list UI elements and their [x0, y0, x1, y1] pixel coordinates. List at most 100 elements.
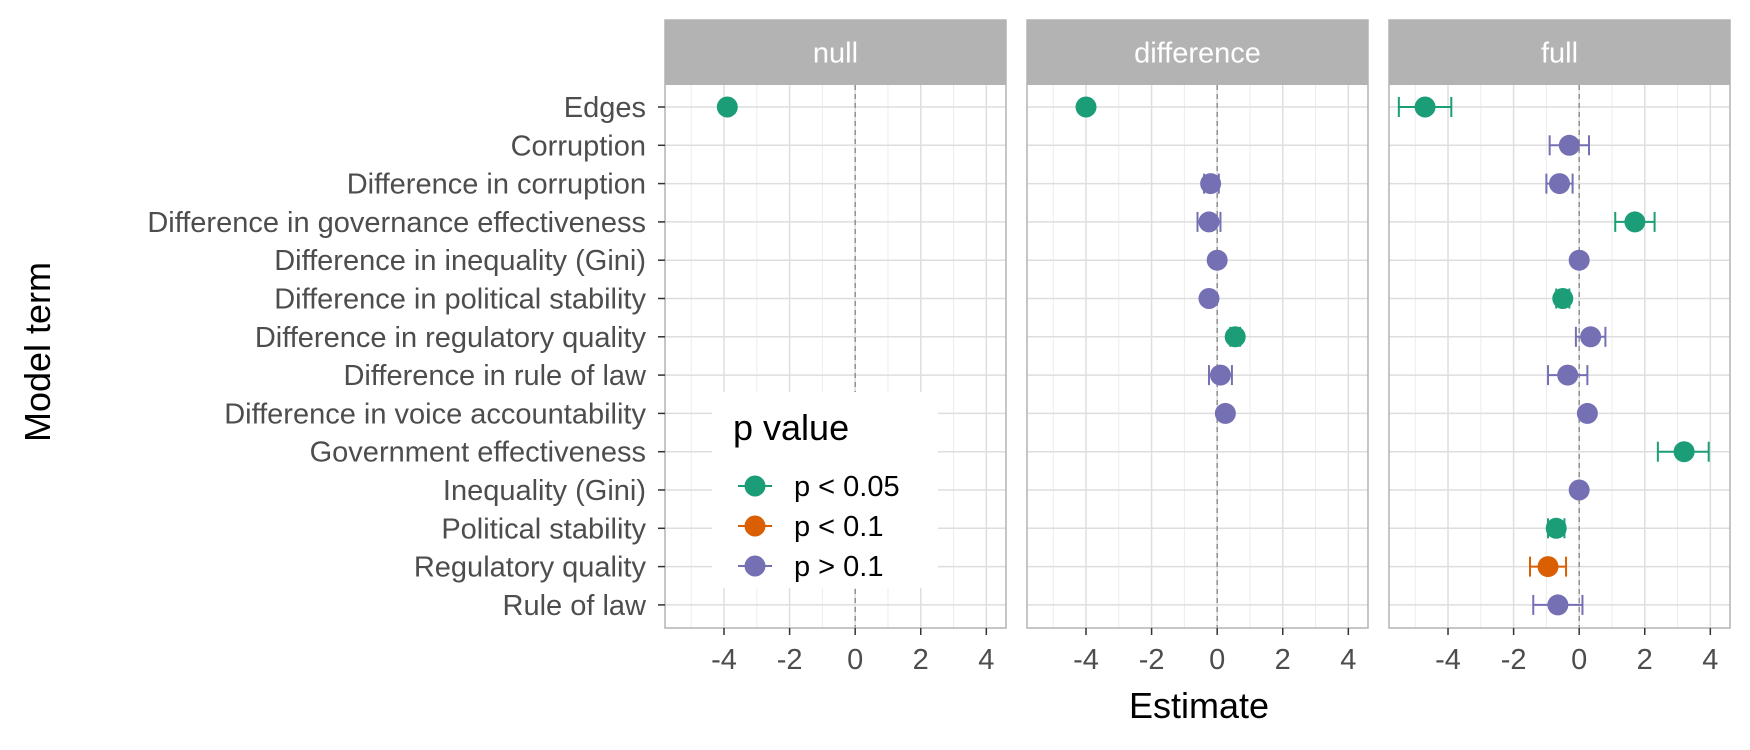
y-axis-title: Model term: [17, 262, 58, 442]
estimate-point: [1673, 441, 1695, 463]
facet-strip-label: difference: [1134, 38, 1261, 70]
y-tick-label: Difference in regulatory quality: [255, 322, 647, 354]
data-point: [1552, 288, 1574, 309]
legend-key-point: [744, 475, 766, 497]
estimate-point: [1214, 402, 1236, 424]
data-point: [1568, 249, 1590, 271]
x-tick-label: 4: [978, 644, 994, 676]
legend-label: p > 0.1: [794, 551, 884, 583]
data-point: [1614, 211, 1656, 233]
legend-item: p > 0.1: [738, 551, 884, 583]
estimate-point: [1224, 326, 1246, 348]
x-tick-label: 2: [1637, 644, 1653, 676]
estimate-point: [1414, 96, 1436, 118]
estimate-point: [716, 96, 738, 118]
x-tick-label: 2: [913, 644, 929, 676]
estimate-point: [1198, 288, 1220, 309]
estimate-point: [1549, 173, 1570, 195]
legend-item: p < 0.1: [738, 511, 884, 543]
y-tick-label: Edges: [564, 92, 646, 124]
x-tick-label: -4: [711, 644, 737, 676]
legend-label: p < 0.05: [794, 471, 900, 503]
x-axis-title: Estimate: [1129, 685, 1269, 726]
facet-strip: [1389, 20, 1730, 85]
legend: p value p < 0.05 p < 0.1 p > 0.1: [712, 392, 938, 588]
legend-title: p value: [733, 407, 849, 448]
legend-item: p < 0.05: [738, 471, 900, 503]
x-tick-label: -2: [1501, 644, 1527, 676]
data-point: [1206, 249, 1228, 271]
data-point: [1075, 96, 1097, 118]
data-point: [1545, 173, 1574, 195]
estimate-point: [1545, 517, 1567, 539]
estimate-point: [1558, 134, 1580, 156]
y-tick-label: Regulatory quality: [414, 552, 647, 584]
data-point: [1207, 364, 1233, 386]
estimate-point: [1552, 288, 1574, 309]
x-tick-label: 0: [847, 644, 863, 676]
panel-background: [1027, 85, 1368, 628]
data-point: [1532, 594, 1584, 616]
estimate-point: [1206, 249, 1228, 271]
y-tick-label: Political stability: [441, 513, 646, 545]
legend-key-point: [744, 515, 766, 537]
data-point: [1196, 211, 1222, 233]
estimate-point: [1209, 364, 1231, 386]
data-point: [1656, 441, 1710, 463]
y-tick-label: Rule of law: [503, 590, 648, 622]
panel-full: full -4 -2 0 2 4: [1388, 19, 1731, 676]
estimate-point: [1624, 211, 1646, 233]
y-tick-label: Difference in inequality (Gini): [274, 245, 646, 277]
estimate-point: [1547, 594, 1569, 616]
y-tick-label: Difference in governance effectiveness: [147, 207, 646, 239]
panel-difference: difference -4 -2 0 2 4: [1026, 19, 1369, 676]
estimate-point: [1576, 402, 1598, 424]
x-tick-label: -4: [1073, 644, 1099, 676]
panel-background: [1389, 85, 1730, 628]
data-point: [1214, 402, 1236, 424]
facet-strip-label: null: [813, 38, 858, 70]
y-tick-label: Difference in voice accountability: [224, 398, 646, 430]
estimate-point: [1568, 249, 1590, 271]
facet-strip: [665, 20, 1006, 85]
x-tick-label: 0: [1209, 644, 1225, 676]
legend-key-point: [744, 555, 766, 577]
estimate-point: [1198, 211, 1220, 233]
y-axis: Edges Corruption Difference in corruption D…: [147, 92, 665, 622]
data-point: [1224, 326, 1246, 348]
y-tick-label: Government effectiveness: [310, 437, 646, 469]
data-point: [1545, 517, 1567, 539]
data-point: [1576, 402, 1598, 424]
facet-panels: null -4 -2 0 2 4 difference -4 -2 0 2 4 full -4 -2 0 2 4: [664, 19, 1731, 676]
estimate-point: [1537, 556, 1559, 578]
data-point: [1397, 96, 1453, 118]
data-point: [1200, 173, 1222, 195]
data-point: [1198, 288, 1220, 309]
estimate-point: [1200, 173, 1222, 195]
x-tick-label: 2: [1275, 644, 1291, 676]
data-point: [1568, 479, 1590, 501]
estimate-point: [1580, 326, 1602, 348]
data-point: [1548, 134, 1591, 156]
facet-strip: [1027, 20, 1368, 85]
facet-strip-label: full: [1541, 38, 1578, 70]
estimate-point: [1557, 364, 1579, 386]
y-tick-label: Inequality (Gini): [443, 475, 646, 507]
x-tick-label: 4: [1340, 644, 1356, 676]
x-tick-label: 0: [1571, 644, 1587, 676]
data-point: [1528, 556, 1568, 578]
y-tick-label: Corruption: [511, 130, 646, 162]
estimate-point: [1075, 96, 1097, 118]
x-tick-label: -4: [1435, 644, 1461, 676]
data-point: [716, 96, 738, 118]
x-tick-label: 4: [1702, 644, 1718, 676]
estimate-point: [1568, 479, 1590, 501]
x-tick-label: -2: [1139, 644, 1165, 676]
x-tick-label: -2: [777, 644, 803, 676]
data-point: [1547, 364, 1589, 386]
data-point: [1574, 326, 1607, 348]
y-tick-label: Difference in corruption: [347, 169, 646, 201]
y-tick-label: Difference in rule of law: [343, 360, 647, 392]
y-tick-label: Difference in political stability: [274, 284, 646, 316]
